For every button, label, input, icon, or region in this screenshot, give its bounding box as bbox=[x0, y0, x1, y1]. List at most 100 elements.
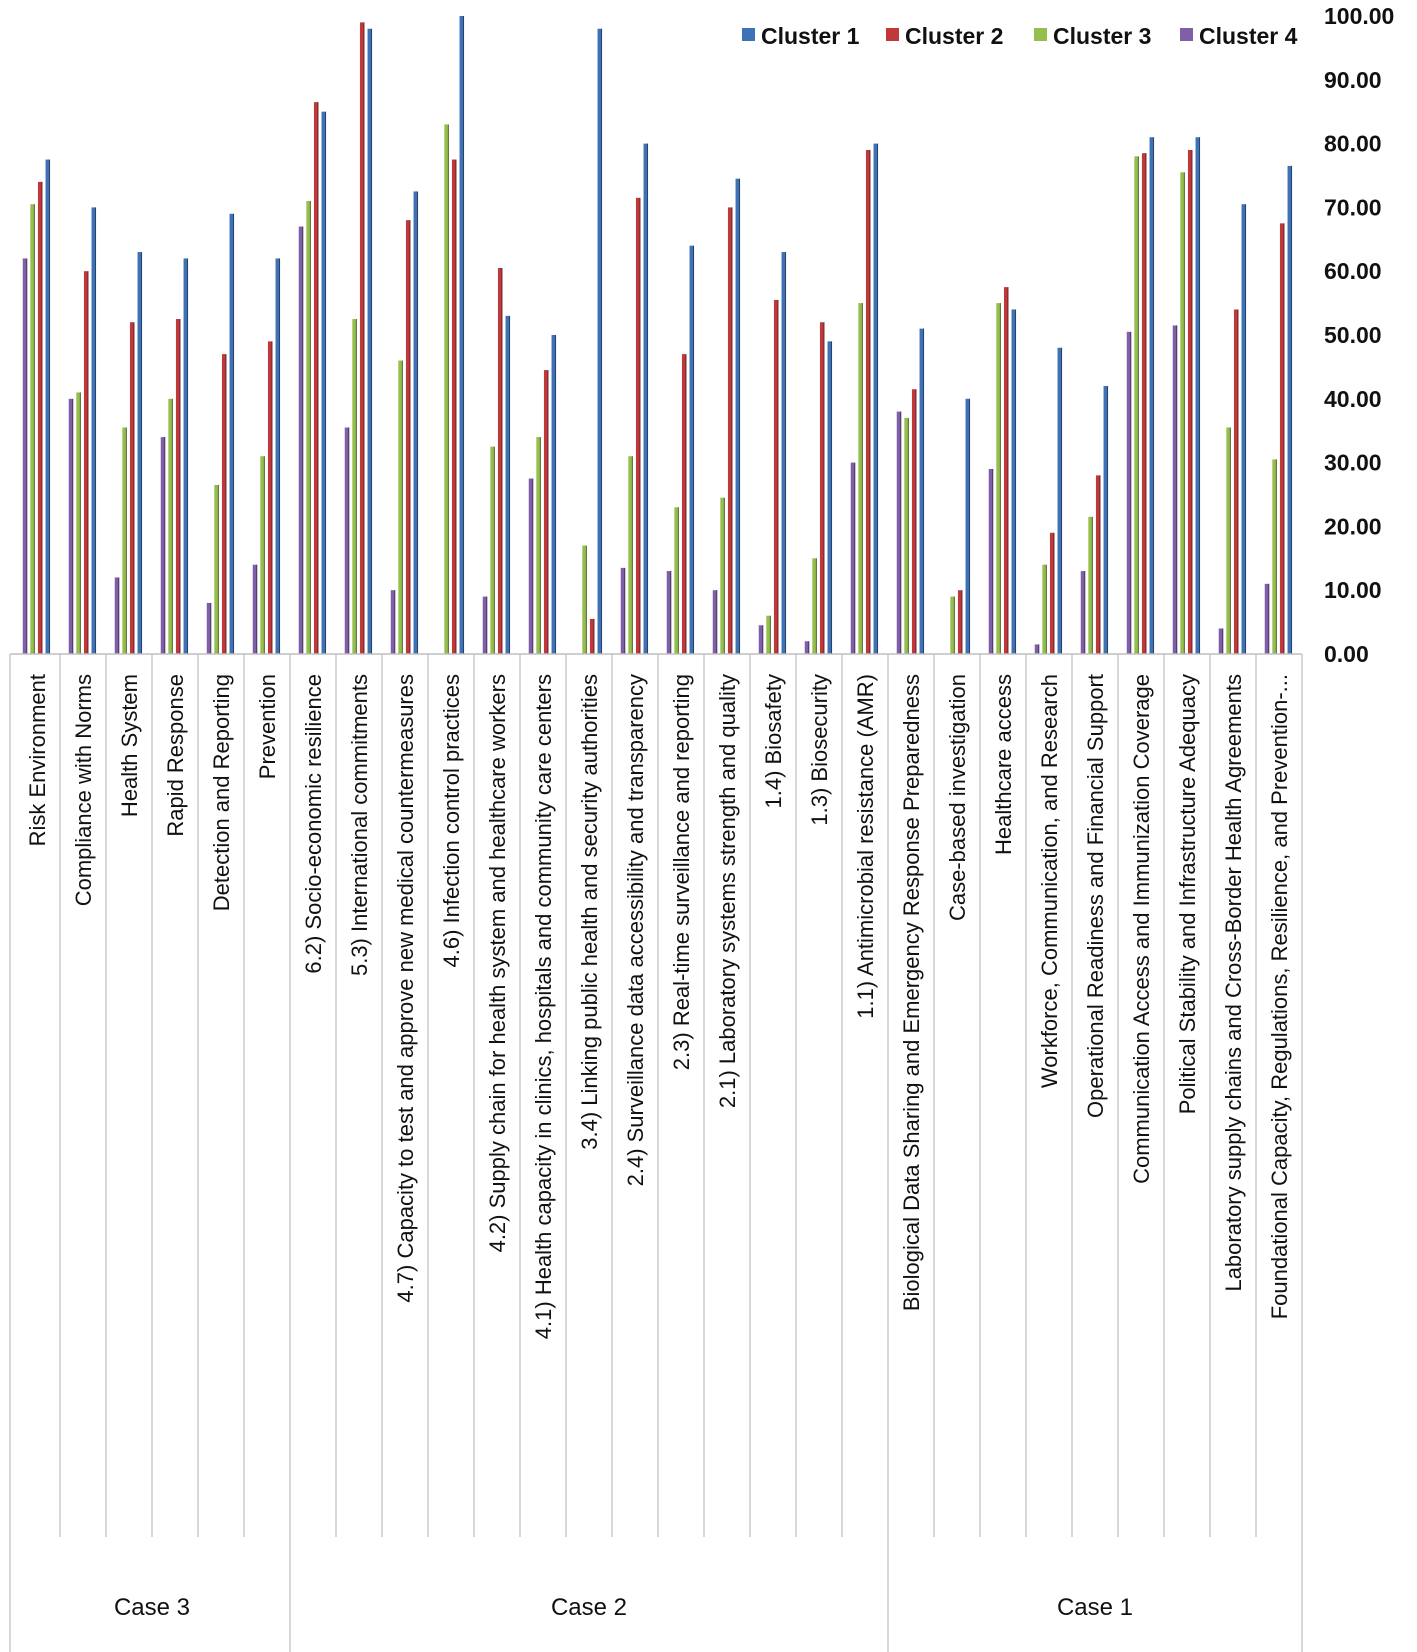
x-category-label: Communication Access and Immunization Co… bbox=[1129, 674, 1154, 1184]
bar-edge bbox=[210, 602, 212, 654]
bar-edge bbox=[1130, 331, 1132, 654]
bar-edge bbox=[164, 437, 166, 654]
x-group-label: Case 2 bbox=[551, 1594, 627, 1621]
bar-cluster-2-17 bbox=[819, 322, 825, 654]
y-tick-label: 0.00 bbox=[1324, 641, 1369, 667]
x-category-label: 3.4) Linking public health and security … bbox=[577, 674, 602, 1150]
bar-cluster-2-4 bbox=[221, 354, 227, 654]
bar-edge bbox=[363, 22, 365, 654]
bar-cluster-4-24 bbox=[1126, 331, 1132, 654]
bar-edge bbox=[1091, 516, 1093, 654]
bar-cluster-2-24 bbox=[1141, 153, 1147, 655]
bar-cluster-1-13 bbox=[643, 143, 649, 654]
bar-edge bbox=[861, 303, 863, 654]
y-tick-label: 20.00 bbox=[1324, 513, 1382, 539]
bar-edge bbox=[532, 478, 534, 654]
bar-edge bbox=[677, 507, 679, 654]
bar-edge bbox=[647, 143, 649, 654]
bar-cluster-3-4 bbox=[214, 484, 219, 654]
bar-cluster-4-13 bbox=[620, 567, 626, 654]
x-category-label: 1.3) Biosecurity bbox=[807, 674, 832, 826]
bar-edge bbox=[693, 245, 695, 654]
bar-cluster-1-19 bbox=[919, 328, 925, 654]
bar-cluster-3-20 bbox=[950, 596, 955, 654]
bar-edge bbox=[731, 207, 733, 654]
bar-edge bbox=[685, 354, 687, 654]
bar-cluster-3-19 bbox=[904, 417, 909, 654]
bar-cluster-4-7 bbox=[344, 427, 350, 654]
y-tick-label: 100.00 bbox=[1324, 3, 1394, 29]
x-category-label: 1.4) Biosafety bbox=[761, 674, 786, 809]
bar-cluster-2-7 bbox=[359, 22, 365, 654]
bar-edge bbox=[1053, 532, 1055, 654]
bar-edge bbox=[509, 315, 511, 654]
bar-edge bbox=[72, 398, 74, 654]
bar-cluster-3-9 bbox=[444, 124, 449, 654]
bar-cluster-1-1 bbox=[91, 207, 97, 654]
bar-cluster-3-27 bbox=[1272, 459, 1277, 654]
x-category-label: 1.1) Antimicrobial resistance (AMR) bbox=[853, 674, 878, 1019]
bar-cluster-3-16 bbox=[766, 615, 771, 654]
bar-cluster-3-6 bbox=[306, 201, 311, 654]
x-category-label: Laboratory supply chains and Cross-Borde… bbox=[1221, 674, 1246, 1292]
bar-edge bbox=[547, 370, 549, 654]
bar-cluster-4-19 bbox=[896, 411, 902, 654]
bar-edge bbox=[601, 28, 603, 654]
bar-edge bbox=[217, 484, 219, 654]
bar-cluster-1-25 bbox=[1195, 137, 1201, 655]
bar-edge bbox=[493, 446, 495, 654]
bar-cluster-2-20 bbox=[957, 590, 963, 654]
bar-cluster-4-5 bbox=[252, 564, 258, 654]
bar-cluster-2-21 bbox=[1003, 287, 1009, 654]
bar-edge bbox=[486, 596, 488, 654]
bar-cluster-2-10 bbox=[497, 268, 503, 654]
bar-cluster-2-22 bbox=[1049, 532, 1055, 654]
legend-swatch bbox=[886, 28, 899, 41]
bar-cluster-3-0 bbox=[30, 204, 35, 654]
bar-cluster-1-18 bbox=[873, 143, 879, 654]
bar-cluster-1-0 bbox=[45, 159, 51, 655]
bar-edge bbox=[1268, 583, 1270, 654]
bar-cluster-4-27 bbox=[1264, 583, 1270, 654]
bar-cluster-2-8 bbox=[405, 220, 411, 654]
x-category-label: Operational Readiness and Financial Supp… bbox=[1083, 674, 1108, 1118]
y-tick-label: 60.00 bbox=[1324, 258, 1382, 284]
bar-cluster-4-10 bbox=[482, 596, 488, 654]
bar-edge bbox=[1237, 309, 1239, 654]
bar-edge bbox=[1275, 459, 1277, 654]
legend: Cluster 1 Cluster 2 Cluster 3 Cluster 4 bbox=[742, 23, 1298, 49]
bar-edge bbox=[501, 268, 503, 654]
bar-edge bbox=[87, 271, 89, 654]
bar-cluster-1-16 bbox=[781, 252, 787, 654]
bar-cluster-2-9 bbox=[451, 159, 457, 655]
y-tick-label: 10.00 bbox=[1324, 577, 1382, 603]
bar-cluster-3-2 bbox=[122, 427, 127, 654]
bar-edge bbox=[371, 28, 373, 654]
x-category-label: 4.6) Infection control practices bbox=[439, 674, 464, 967]
bar-edge bbox=[739, 178, 741, 654]
bar-edge bbox=[877, 143, 879, 654]
bar-cluster-4-15 bbox=[712, 590, 718, 654]
bar-cluster-2-27 bbox=[1279, 223, 1285, 654]
legend-swatch bbox=[742, 28, 755, 41]
bar-cluster-3-13 bbox=[628, 456, 633, 654]
bar-cluster-3-10 bbox=[490, 446, 495, 654]
bar-cluster-3-26 bbox=[1226, 427, 1231, 654]
bar-cluster-1-23 bbox=[1103, 386, 1109, 654]
bar-cluster-4-4 bbox=[206, 602, 212, 654]
bar-edge bbox=[1199, 137, 1201, 655]
bar-edge bbox=[256, 564, 258, 654]
bar-cluster-1-4 bbox=[229, 213, 235, 654]
bar-edge bbox=[187, 258, 189, 654]
x-category-label: 4.1) Health capacity in clinics, hospita… bbox=[531, 674, 556, 1339]
bar-edge bbox=[309, 201, 311, 654]
bar-cluster-4-17 bbox=[804, 641, 810, 654]
bar-edge bbox=[999, 303, 1001, 654]
bar-cluster-4-26 bbox=[1218, 628, 1224, 654]
bar-cluster-3-8 bbox=[398, 360, 403, 654]
x-category-label: 2.3) Real-time surveillance and reportin… bbox=[669, 674, 694, 1070]
bar-cluster-4-8 bbox=[390, 590, 396, 654]
bar-cluster-2-14 bbox=[681, 354, 687, 654]
bar-edge bbox=[777, 299, 779, 654]
bar-edge bbox=[1007, 287, 1009, 654]
